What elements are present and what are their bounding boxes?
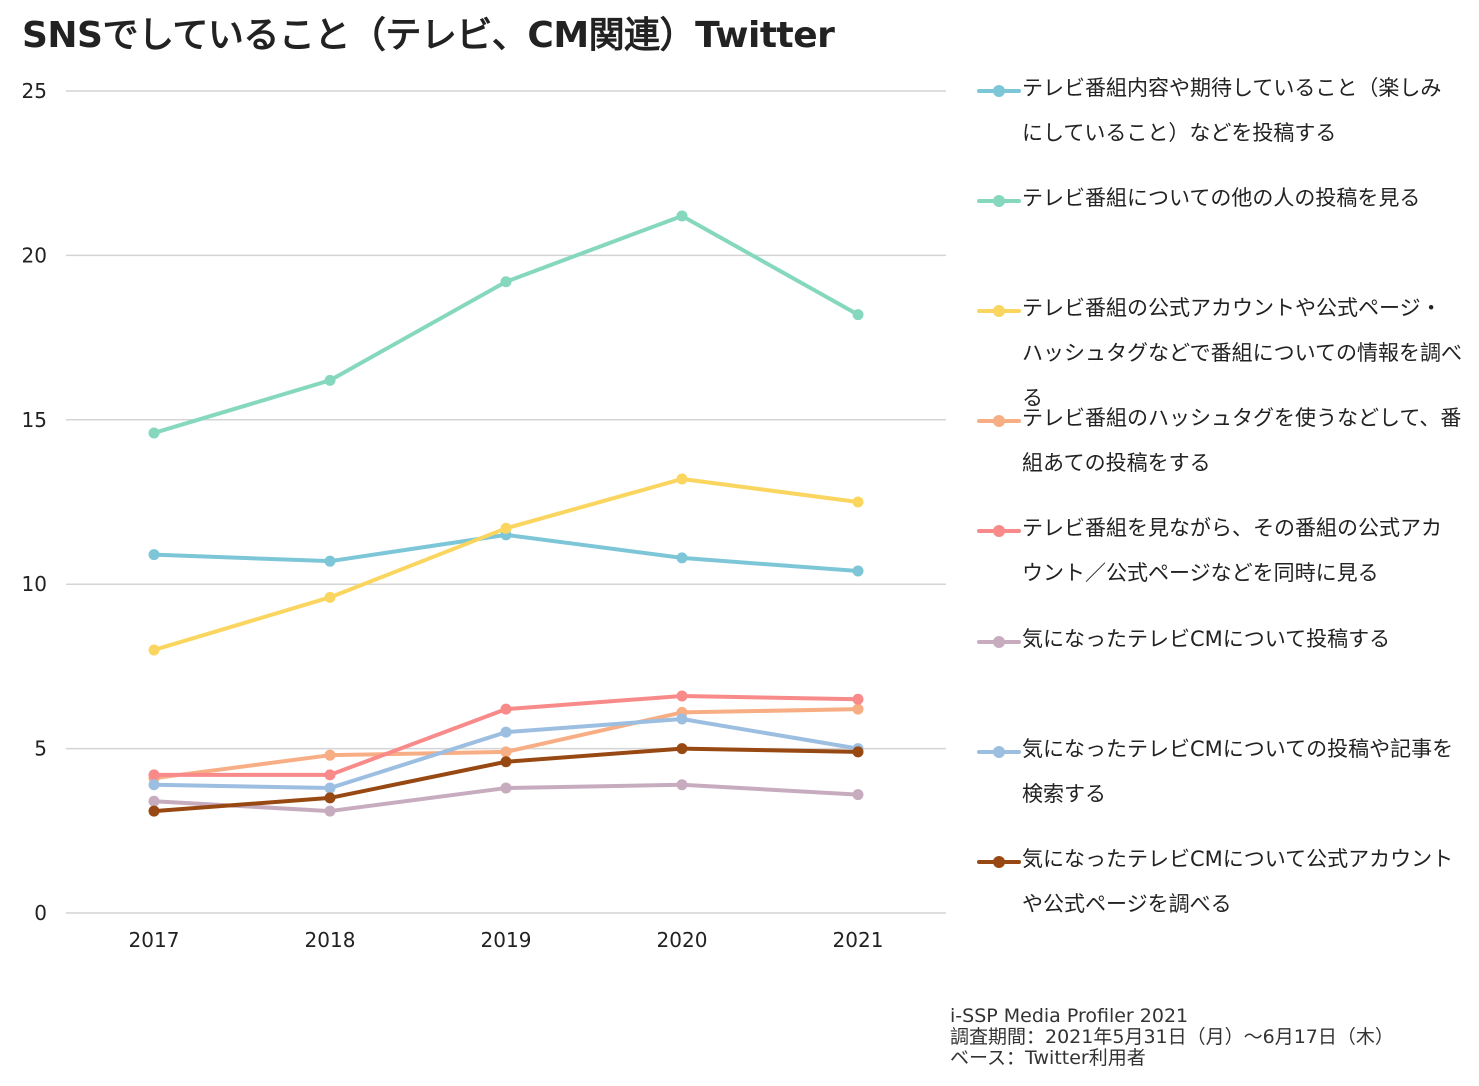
data-point bbox=[148, 769, 160, 781]
data-point bbox=[500, 276, 512, 288]
legend-label: テレビ番組を見ながら、その番組の公式アカウント／公式ページなどを同時に見る bbox=[1022, 516, 1442, 585]
legend-swatch bbox=[977, 415, 1021, 427]
data-point bbox=[852, 746, 864, 758]
data-point bbox=[852, 703, 864, 715]
legend-label: 気になったテレビCMについて公式アカウントや公式ページを調べる bbox=[1022, 847, 1454, 916]
y-axis-tick-labels: 0 5 10 15 20 25 bbox=[22, 79, 47, 925]
data-point bbox=[500, 746, 512, 758]
data-point bbox=[852, 565, 864, 577]
legend-swatch bbox=[977, 85, 1021, 97]
series-line bbox=[152, 707, 860, 781]
data-point bbox=[324, 792, 336, 804]
x-tick-label: 2019 bbox=[481, 928, 532, 952]
source-line-1: i-SSP Media Profiler 2021 bbox=[950, 1005, 1189, 1027]
source-note: i-SSP Media Profiler 2021 調査期間：2021年5月31… bbox=[950, 1006, 1394, 1069]
data-point bbox=[852, 309, 864, 321]
legend-label: 気になったテレビCMについての投稿や記事を検索する bbox=[1022, 737, 1454, 806]
series-6 bbox=[148, 779, 864, 817]
legend-swatch bbox=[977, 525, 1021, 537]
source-line-3: ベース：Twitter利用者 bbox=[950, 1047, 1146, 1069]
x-axis-tick-labels: 2017 2018 2019 2020 2021 bbox=[129, 928, 884, 952]
series-3 bbox=[148, 473, 864, 656]
series-7 bbox=[148, 713, 864, 794]
y-tick-label: 20 bbox=[22, 243, 47, 267]
data-point bbox=[148, 549, 160, 561]
data-point bbox=[148, 779, 160, 791]
legend-swatch bbox=[977, 746, 1021, 758]
data-point bbox=[852, 789, 864, 801]
source-line-2: 調査期間：2021年5月31日（月）～6月17日（木） bbox=[950, 1026, 1394, 1048]
chart-title: SNSでしていること（テレビ、CM関連）Twitter bbox=[22, 15, 835, 56]
data-point bbox=[676, 690, 688, 702]
series-lines bbox=[148, 210, 864, 817]
y-tick-label: 0 bbox=[34, 901, 47, 925]
x-tick-label: 2021 bbox=[833, 928, 884, 952]
y-tick-label: 15 bbox=[22, 408, 47, 432]
legend-label: 気になったテレビCMについて投稿する bbox=[1022, 627, 1391, 651]
data-point bbox=[148, 805, 160, 817]
series-line bbox=[152, 213, 860, 435]
data-point bbox=[676, 552, 688, 564]
data-point bbox=[676, 743, 688, 755]
data-point bbox=[676, 210, 688, 222]
legend-label: テレビ番組のハッシュタグを使うなどして、番組あての投稿をする bbox=[1022, 406, 1462, 475]
series-2 bbox=[148, 210, 864, 439]
y-tick-label: 25 bbox=[22, 79, 47, 103]
series-4 bbox=[148, 703, 864, 784]
data-point bbox=[676, 713, 688, 725]
x-tick-label: 2020 bbox=[657, 928, 708, 952]
data-point bbox=[676, 779, 688, 791]
series-8 bbox=[148, 743, 864, 817]
data-point bbox=[324, 782, 336, 794]
data-point bbox=[148, 427, 160, 439]
data-point bbox=[324, 805, 336, 817]
data-point bbox=[500, 703, 512, 715]
data-point bbox=[148, 644, 160, 656]
series-5 bbox=[148, 690, 864, 781]
line-chart: 0 5 10 15 20 25 2017 2018 2019 2020 2021 bbox=[22, 79, 946, 952]
data-point bbox=[324, 749, 336, 761]
data-point bbox=[500, 756, 512, 768]
data-point bbox=[500, 522, 512, 534]
data-point bbox=[500, 782, 512, 794]
y-tick-label: 10 bbox=[22, 572, 47, 596]
data-point bbox=[324, 591, 336, 603]
legend-label: テレビ番組についての他の人の投稿を見る bbox=[1022, 186, 1421, 210]
data-point bbox=[676, 473, 688, 485]
x-tick-label: 2018 bbox=[305, 928, 356, 952]
data-point bbox=[500, 726, 512, 738]
series-1 bbox=[148, 529, 864, 577]
data-point bbox=[148, 795, 160, 807]
legend-swatch bbox=[977, 856, 1021, 868]
legend-label: テレビ番組内容や期待していること（楽しみにしていること）などを投稿する bbox=[1022, 76, 1442, 145]
data-point bbox=[324, 374, 336, 386]
data-point bbox=[324, 555, 336, 567]
legend-swatch bbox=[977, 636, 1021, 648]
legend-swatch bbox=[977, 195, 1021, 207]
data-point bbox=[852, 496, 864, 508]
data-point bbox=[324, 769, 336, 781]
data-point bbox=[852, 693, 864, 705]
x-tick-label: 2017 bbox=[129, 928, 180, 952]
legend-swatch bbox=[977, 305, 1021, 317]
legend-label: テレビ番組の公式アカウントや公式ページ・ハッシュタグなどで番組についての情報を調… bbox=[1022, 296, 1462, 410]
y-tick-label: 5 bbox=[34, 737, 47, 761]
